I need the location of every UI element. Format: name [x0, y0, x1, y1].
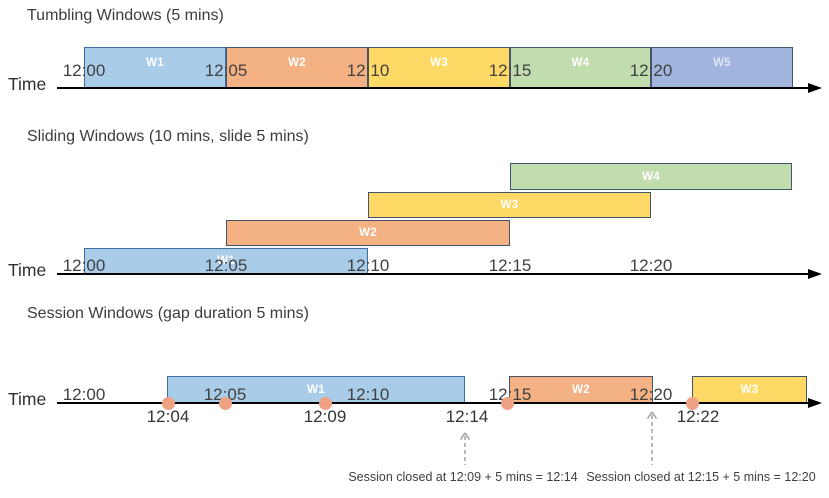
event-dot-1222 — [685, 397, 699, 410]
tumbling-tick-1215: 12:15 — [488, 61, 532, 80]
session-window-w1: W1 — [167, 376, 465, 403]
event-label-1214: 12:14 — [445, 407, 489, 426]
session-title: Session Windows (gap duration 5 mins) — [27, 305, 309, 322]
session-close-annotation-1: Session closed at 12:09 + 5 mins = 12:14 — [348, 470, 578, 484]
sliding-window-w1-label: W1 — [217, 255, 235, 267]
session-close-annotation-2: Session closed at 12:15 + 5 mins = 12:20 — [586, 470, 816, 484]
tumbling-title: Tumbling Windows (5 mins) — [27, 7, 224, 24]
sliding-window-w2: W2 — [226, 220, 510, 246]
sliding-window-w1: W1 — [84, 248, 368, 274]
sliding-tick-1215: 12:15 — [488, 256, 532, 275]
session-tick-1220: 12:20 — [629, 385, 673, 404]
session-window-w2: W2 — [509, 376, 653, 403]
session-window-w3-label: W3 — [740, 383, 759, 396]
tumbling-tick-1205: 12:05 — [204, 61, 248, 80]
session-axis-arrowhead-icon — [808, 397, 822, 408]
sliding-window-w4-label: W4 — [642, 170, 660, 183]
tumbling-window-w4-label: W4 — [571, 57, 590, 69]
tumbling-tick-1210: 12:10 — [346, 61, 390, 80]
tumbling-tick-1200: 12:00 — [62, 61, 106, 80]
event-label-1209: 12:09 — [303, 407, 347, 426]
event-dot-1215 — [500, 397, 514, 410]
tumbling-window-w5: W5 — [651, 47, 793, 88]
tumbling-window-w3-label: W3 — [430, 57, 448, 69]
tumbling-window-w1: W1 — [84, 47, 226, 88]
event-dot-1209 — [318, 397, 332, 410]
session-tick-1205: 12:05 — [203, 385, 247, 404]
sliding-window-w3-label: W3 — [500, 199, 519, 211]
tumbling-window-w1-label: W1 — [146, 57, 164, 69]
sliding-tick-1200: 12:00 — [62, 256, 106, 275]
sliding-tick-1205: 12:05 — [204, 256, 248, 275]
sliding-tick-1220: 12:20 — [629, 256, 673, 275]
event-dot-1204 — [161, 397, 175, 410]
tumbling-window-w3: W3 — [368, 47, 510, 88]
event-label-1204: 12:04 — [146, 407, 190, 426]
session-window-w3: W3 — [692, 376, 807, 403]
sliding-window-w4: W4 — [510, 163, 792, 190]
session-close-arrow-icon-2 — [646, 411, 658, 465]
session-time-axis — [57, 402, 810, 405]
sliding-axis-arrowhead-icon — [808, 268, 822, 279]
sliding-time-axis — [57, 273, 810, 276]
session-window-w2-label: W2 — [572, 383, 590, 396]
session-tick-1215: 12:15 — [488, 385, 532, 404]
event-dot-1205 — [218, 397, 232, 410]
sliding-time-axis-label: Time — [8, 260, 47, 280]
session-window-w1-label: W1 — [307, 383, 325, 396]
session-tick-1210: 12:10 — [346, 385, 390, 404]
tumbling-time-axis — [57, 87, 810, 90]
event-label-1222: 12:22 — [676, 407, 720, 426]
tumbling-window-w2-label: W2 — [288, 57, 306, 69]
tumbling-time-axis-label: Time — [8, 74, 47, 94]
sliding-title: Sliding Windows (10 mins, slide 5 mins) — [27, 128, 309, 145]
session-close-arrow-icon-1 — [459, 432, 471, 465]
sliding-window-w2-label: W2 — [359, 227, 377, 239]
session-tick-1200: 12:00 — [62, 385, 106, 404]
session-time-axis-label: Time — [8, 389, 47, 409]
sliding-tick-1210: 12:10 — [346, 256, 390, 275]
tumbling-tick-1220: 12:20 — [629, 61, 673, 80]
sliding-window-w3: W3 — [368, 192, 651, 218]
tumbling-axis-arrowhead-icon — [808, 82, 822, 93]
tumbling-window-w5-label: W5 — [713, 57, 731, 69]
